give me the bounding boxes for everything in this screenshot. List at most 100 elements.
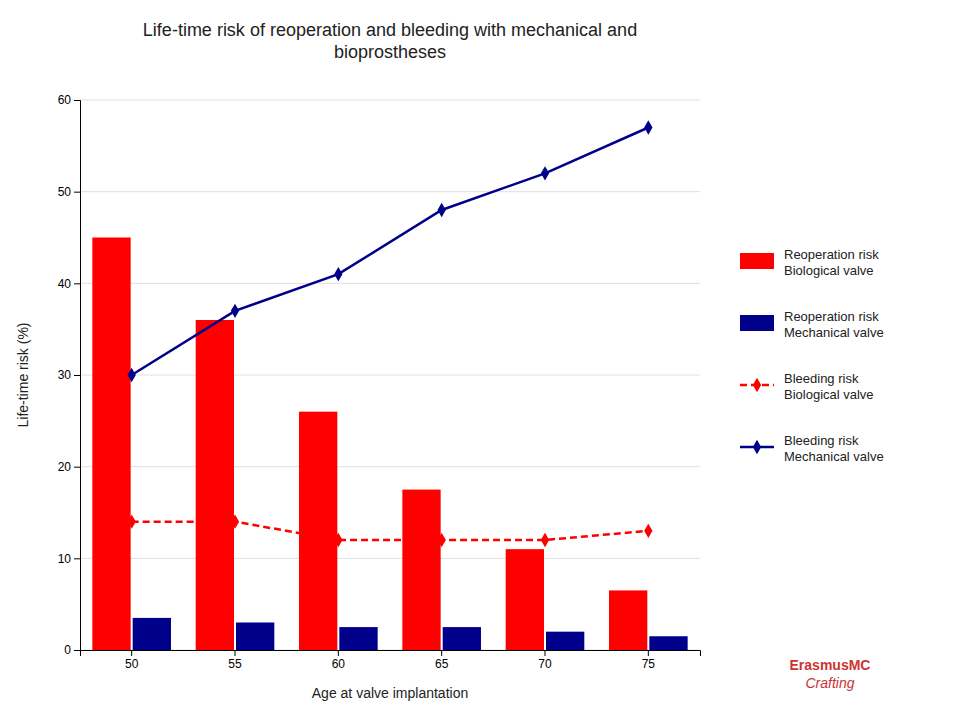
title: Life-time risk of reoperation and bleedi… bbox=[143, 20, 637, 62]
legend-item: Bleeding riskBiological valve bbox=[740, 371, 874, 402]
legend-label-line: Biological valve bbox=[784, 387, 874, 402]
y-tick-line bbox=[74, 558, 80, 559]
marker bbox=[334, 267, 342, 281]
y-tick-label: 60 bbox=[58, 93, 72, 107]
bar bbox=[92, 238, 130, 651]
legend-label: Reoperation riskMechanical valve bbox=[784, 309, 884, 340]
x-tick-line bbox=[648, 650, 649, 656]
x-axis: 50 55 60 65 70 75 bbox=[81, 650, 701, 671]
x-tick-label: 75 bbox=[642, 657, 656, 671]
legend-marker bbox=[753, 378, 761, 392]
y-tick: 40 bbox=[58, 277, 80, 291]
x-tick-line bbox=[131, 650, 132, 656]
line-series bbox=[128, 120, 653, 382]
legend-label-line: Mechanical valve bbox=[784, 449, 884, 464]
y-tick-line bbox=[74, 467, 80, 468]
line bbox=[132, 522, 649, 540]
marker bbox=[128, 514, 136, 528]
y-tick: 60 bbox=[58, 93, 80, 107]
bar bbox=[402, 490, 440, 650]
x-tick-label: 70 bbox=[538, 657, 552, 671]
title-line: bioprostheses bbox=[334, 42, 446, 62]
grid-line bbox=[80, 466, 700, 467]
x-tick-label: 50 bbox=[125, 657, 139, 671]
marker bbox=[541, 533, 549, 547]
legend-label-line: Bleeding risk bbox=[784, 371, 859, 386]
marker bbox=[438, 533, 446, 547]
marker bbox=[644, 524, 652, 538]
legend-item: Reoperation riskMechanical valve bbox=[740, 309, 884, 340]
legend-label: Bleeding riskBiological valve bbox=[784, 371, 874, 402]
legend-swatch bbox=[740, 315, 774, 331]
marks bbox=[92, 120, 687, 650]
y-tick-label: 30 bbox=[58, 368, 72, 382]
y-tick-line bbox=[74, 192, 80, 193]
x-tick: 75 bbox=[642, 650, 656, 671]
grid bbox=[80, 100, 700, 650]
grid-line bbox=[80, 558, 700, 559]
legend: Reoperation riskBiological valveReoperat… bbox=[740, 247, 884, 464]
y-tick-line bbox=[74, 650, 80, 651]
annotation: Crafting bbox=[805, 675, 854, 691]
bar bbox=[649, 636, 687, 650]
bar bbox=[133, 618, 171, 650]
line-series bbox=[128, 514, 653, 547]
x-tick-line bbox=[441, 650, 442, 656]
y-tick: 50 bbox=[58, 185, 80, 199]
y-tick-line bbox=[74, 375, 80, 376]
marker bbox=[334, 533, 342, 547]
x-tick-line bbox=[235, 650, 236, 656]
y-tick-label: 50 bbox=[58, 185, 72, 199]
marker bbox=[644, 120, 652, 134]
bar bbox=[443, 627, 481, 650]
title-line: Life-time risk of reoperation and bleedi… bbox=[143, 20, 637, 40]
grid-line bbox=[80, 283, 700, 284]
line bbox=[132, 128, 649, 376]
y-tick-label: 0 bbox=[64, 643, 71, 657]
y-tick: 10 bbox=[58, 552, 80, 566]
x-tick: 55 bbox=[228, 650, 242, 671]
marker bbox=[128, 368, 136, 382]
y-axis-line bbox=[74, 101, 81, 651]
x-tick-line bbox=[545, 650, 546, 656]
legend-label-line: Reoperation risk bbox=[784, 309, 879, 324]
y-tick-label: 10 bbox=[58, 552, 72, 566]
y-tick: 20 bbox=[58, 460, 80, 474]
legend-item: Bleeding riskMechanical valve bbox=[740, 433, 884, 464]
x-axis-title: Age at valve implantation bbox=[312, 685, 468, 701]
bar bbox=[236, 623, 274, 651]
y-tick-label: 20 bbox=[58, 460, 72, 474]
x-tick: 65 bbox=[435, 650, 449, 671]
legend-label-line: Reoperation risk bbox=[784, 247, 879, 262]
bar bbox=[506, 549, 544, 650]
x-tick-label: 65 bbox=[435, 657, 449, 671]
x-tick-label: 60 bbox=[332, 657, 346, 671]
bar-series bbox=[133, 618, 688, 650]
bar bbox=[196, 320, 234, 650]
y-axis: 0 10 20 30 40 50 60 bbox=[58, 93, 81, 657]
grid-line bbox=[80, 191, 700, 192]
y-tick-line bbox=[74, 283, 80, 284]
marker bbox=[438, 203, 446, 217]
y-tick: 0 bbox=[64, 643, 80, 657]
x-tick-label: 55 bbox=[228, 657, 242, 671]
y-axis-title: Life-time risk (%) bbox=[15, 322, 31, 427]
legend-swatch bbox=[740, 253, 774, 269]
plot: 50 55 60 65 70 75 0 10 20 30 40 50 60 Age at valve im… bbox=[15, 93, 701, 701]
bar bbox=[299, 412, 337, 650]
bar-series bbox=[92, 238, 647, 651]
x-tick: 60 bbox=[332, 650, 346, 671]
y-tick-line bbox=[74, 100, 80, 101]
x-tick: 70 bbox=[538, 650, 552, 671]
y-tick: 30 bbox=[58, 368, 80, 382]
legend-label-line: Mechanical valve bbox=[784, 325, 884, 340]
legend-label: Reoperation riskBiological valve bbox=[784, 247, 879, 278]
x-tick-line bbox=[338, 650, 339, 656]
legend-label-line: Bleeding risk bbox=[784, 433, 859, 448]
legend-label: Bleeding riskMechanical valve bbox=[784, 433, 884, 464]
grid-line bbox=[80, 375, 700, 376]
bar bbox=[609, 590, 647, 650]
marker bbox=[231, 304, 239, 318]
grid-line bbox=[80, 100, 700, 101]
marker bbox=[541, 166, 549, 180]
